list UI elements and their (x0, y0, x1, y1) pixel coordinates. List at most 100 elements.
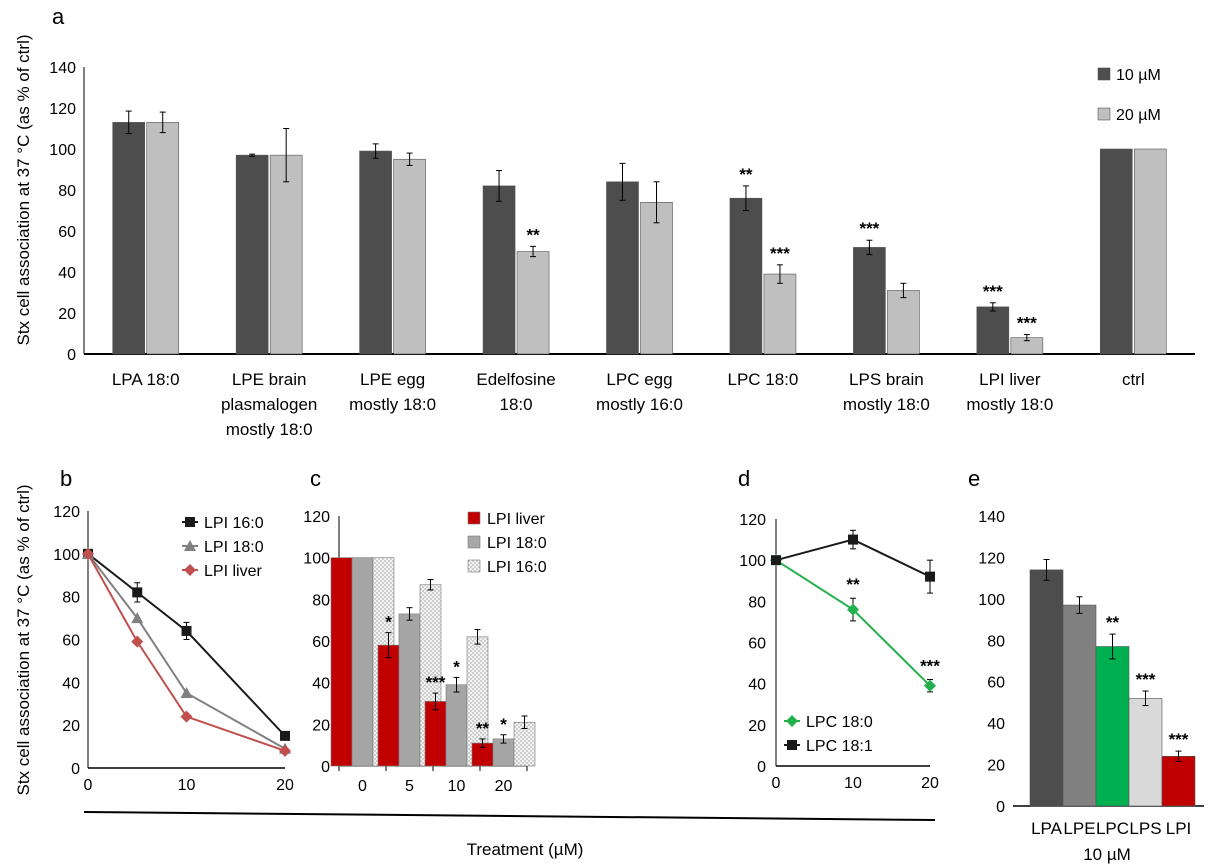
series-line-b (87, 553, 286, 752)
significance-marker-c: * (385, 613, 392, 632)
y-tick-label-c: 80 (312, 592, 330, 609)
data-point-b (131, 635, 144, 648)
category-label-a: LPS brain (849, 370, 924, 389)
category-label-a: LPE brain (232, 370, 307, 389)
legend-label-a: 20 µM (1116, 107, 1161, 124)
significance-marker-a: ** (739, 165, 753, 184)
panel-label-e: e (968, 466, 980, 491)
bar-a (853, 247, 886, 355)
x-tick-label-d: 20 (921, 775, 939, 792)
category-label-a: LPA 18:0 (112, 370, 180, 389)
bar-c (424, 701, 447, 767)
y-tick-label-d: 60 (748, 636, 766, 653)
data-point-b (132, 587, 143, 598)
bar-e (1062, 604, 1097, 807)
y-tick-label-d: 20 (748, 718, 766, 735)
y-tick-label-b: 20 (62, 718, 80, 735)
data-point-d (925, 571, 935, 582)
bar-e (1161, 755, 1196, 807)
legend-label-b: LPI 18:0 (204, 539, 264, 556)
data-point-d (786, 715, 798, 727)
significance-marker-d: ** (846, 575, 860, 594)
category-label-a: mostly 18:0 (843, 395, 930, 414)
category-label-a: plasmalogen (221, 395, 317, 414)
data-point-b (180, 687, 193, 699)
category-label-e: LPC (1096, 819, 1129, 838)
category-label-a: LPC egg (606, 370, 672, 389)
category-label-a: mostly 18:0 (966, 395, 1053, 414)
bar-a (640, 202, 673, 355)
bar-a (516, 251, 550, 355)
panel-label-c: c (310, 466, 321, 491)
series-line-b (87, 553, 286, 750)
significance-marker-e: *** (1169, 730, 1189, 749)
category-label-a: LPE egg (360, 370, 425, 389)
significance-marker-a: *** (859, 219, 879, 238)
y-tick-label-a: 40 (58, 265, 76, 282)
x-tick-label-c: 5 (405, 778, 414, 795)
x-tick-label-b: 10 (178, 777, 196, 794)
bar-a (146, 122, 180, 355)
bar-e (1095, 646, 1130, 807)
category-label-a: mostly 18:0 (349, 395, 436, 414)
data-point-d (771, 555, 781, 566)
category-label-a: mostly 18:0 (226, 420, 313, 439)
data-point-b (184, 564, 196, 576)
data-point-b (180, 710, 193, 723)
legend-label-c: LPI 16:0 (487, 559, 547, 576)
panel-label-b: b (60, 466, 72, 491)
significance-marker-a: *** (1017, 314, 1037, 333)
panel-e-subtitle: 10 µM (1083, 845, 1131, 864)
y-tick-label-d: 0 (757, 759, 766, 776)
bar-a (482, 185, 516, 355)
legend-label-b: LPI 16:0 (204, 515, 264, 532)
series-line-b (87, 553, 286, 737)
significance-marker-e: *** (1136, 670, 1156, 689)
bar-c (377, 644, 400, 767)
treatment-axis-label: Treatment (µM) (467, 840, 584, 859)
significance-marker-c: *** (426, 673, 446, 692)
data-point-b (185, 517, 195, 527)
y-tick-label-e: 60 (987, 675, 1005, 692)
bar-a (235, 154, 269, 355)
data-point-b (279, 744, 291, 757)
category-label-a: ctrl (1122, 370, 1145, 389)
data-point-b (181, 625, 192, 636)
y-tick-label-a: 0 (67, 347, 76, 364)
significance-marker-a: *** (770, 244, 790, 263)
y-tick-label-a: 100 (49, 142, 76, 159)
legend-label-c: LPI 18:0 (487, 535, 547, 552)
y-tick-label-b: 100 (53, 547, 80, 564)
bar-a (976, 306, 1010, 355)
legend-label-b: LPI liver (204, 563, 262, 580)
significance-marker-d: *** (920, 657, 940, 676)
legend-swatch-a (1097, 67, 1111, 81)
data-point-b (82, 547, 94, 560)
y-tick-label-e: 80 (987, 633, 1005, 650)
y-tick-label-d: 80 (748, 594, 766, 611)
bar-e (1029, 569, 1064, 807)
bar-a (1099, 148, 1133, 355)
data-point-d (787, 740, 797, 750)
category-label-e: LPE (1063, 819, 1095, 838)
y-tick-label-e: 20 (987, 758, 1005, 775)
y-tick-label-b: 120 (53, 504, 80, 521)
y-tick-label-a: 120 (49, 101, 76, 118)
category-label-a: LPC 18:0 (727, 370, 798, 389)
y-axis-label-bottom: Stx cell association at 37 °C (as % of c… (14, 484, 33, 795)
bar-e (1128, 697, 1163, 807)
category-label-a: mostly 16:0 (596, 395, 683, 414)
x-tick-label-d: 10 (844, 775, 862, 792)
y-tick-label-e: 0 (996, 799, 1005, 816)
data-point-b (131, 612, 144, 624)
y-tick-label-a: 60 (58, 224, 76, 241)
significance-marker-e: ** (1106, 613, 1120, 632)
x-tick-label-c: 0 (358, 778, 367, 795)
data-point-d (847, 603, 859, 616)
panel-label-a: a (52, 4, 65, 29)
significance-marker-a: *** (983, 282, 1003, 301)
bar-c (351, 557, 374, 767)
y-tick-label-a: 20 (58, 306, 76, 323)
x-tick-label-c: 20 (495, 778, 513, 795)
